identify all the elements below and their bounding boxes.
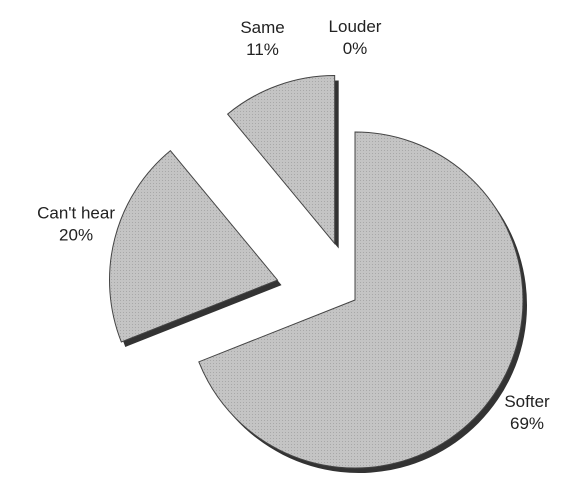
slice-label: Softer 69% [504,392,550,433]
slice [198,131,524,469]
value-label: 20% [59,225,93,244]
category-label: Louder [329,17,382,36]
value-label: 11% [246,40,279,59]
value-label: 69% [510,414,544,433]
category-label: Can't hear [37,203,115,222]
slice-label: Louder 0% [329,17,382,58]
category-label: Softer [504,392,550,411]
slice-label: Can't hear 20% [37,203,115,244]
slice-label: Same 11% [240,18,284,59]
slice [109,149,279,343]
value-label: 0% [343,39,368,58]
slice [226,75,336,245]
category-label: Same [240,18,284,37]
